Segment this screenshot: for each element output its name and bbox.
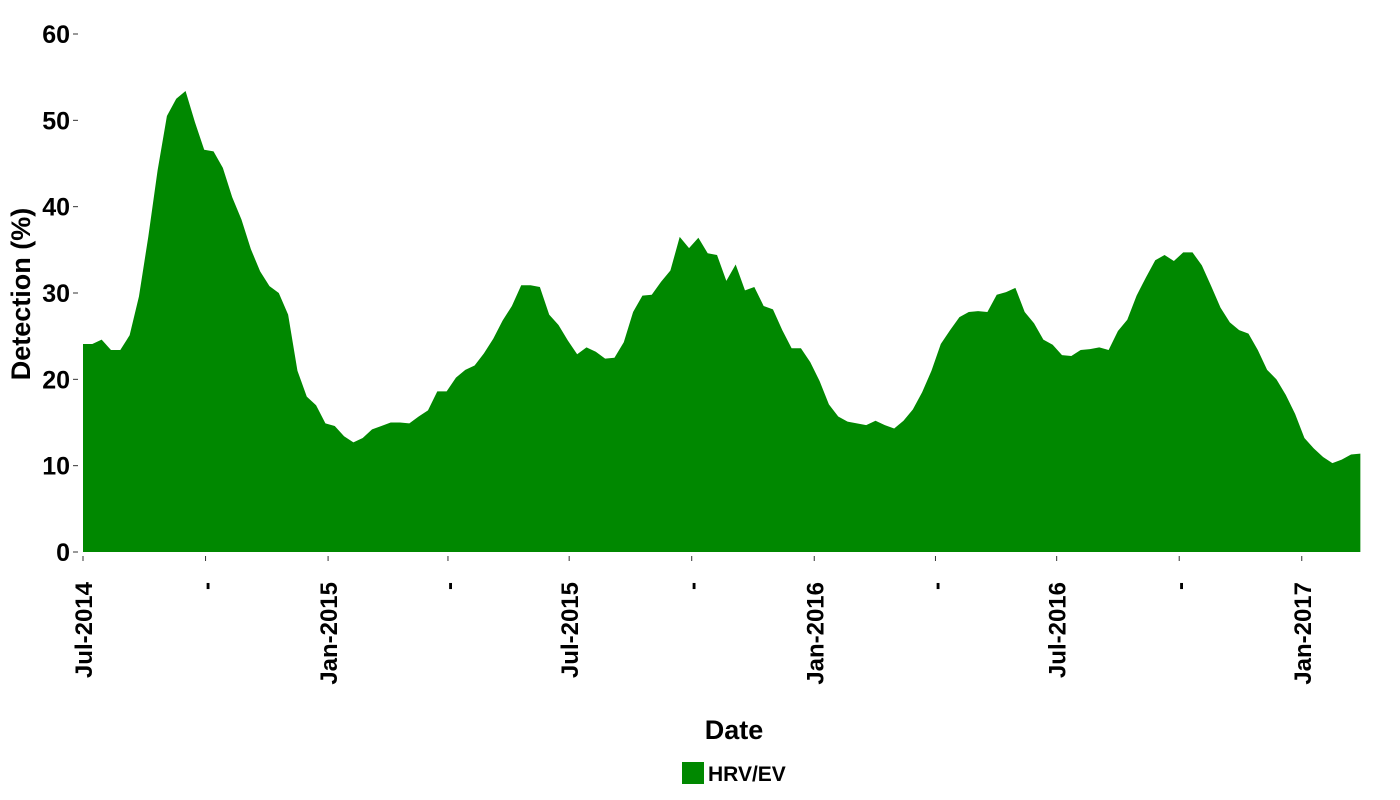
y-tick-label: 60 — [42, 21, 70, 49]
x-tick-label: Jan-2017 — [1290, 582, 1317, 685]
series-area-hrv-ev — [83, 90, 1361, 552]
x-tick-label: - — [436, 582, 463, 590]
y-tick-label: 0 — [56, 539, 70, 567]
y-axis-title: Detection (%) — [6, 208, 36, 381]
y-tick-label: 40 — [42, 194, 70, 222]
x-tick-label: - — [194, 582, 221, 590]
x-axis-title: Date — [705, 715, 764, 745]
x-tick-label: Jul-2016 — [1045, 582, 1072, 678]
x-tick-label: Jul-2014 — [71, 581, 98, 678]
plot-area — [83, 90, 1361, 552]
x-tick-label: Jan-2015 — [316, 582, 343, 685]
legend-swatch-hrv-ev — [682, 762, 704, 784]
legend: HRV/EV — [682, 762, 786, 786]
x-tick-label: - — [680, 582, 707, 590]
x-tick-label: Jan-2016 — [802, 582, 829, 685]
y-tick-label: 10 — [42, 453, 70, 481]
x-axis: Jul-2014 - Jan-2015 - Jul-2015 - Jan-2016 - Jul-… — [71, 556, 1317, 685]
x-tick-label: - — [923, 582, 950, 590]
x-tick-label: Jul-2015 — [557, 582, 584, 678]
y-tick-label: 50 — [42, 107, 70, 135]
y-axis: 0 10 20 30 40 50 60 — [42, 21, 78, 567]
x-tick-label: - — [1167, 582, 1194, 590]
y-tick-label: 20 — [42, 366, 70, 394]
y-tick-label: 30 — [42, 280, 70, 308]
legend-label-hrv-ev: HRV/EV — [708, 763, 786, 786]
